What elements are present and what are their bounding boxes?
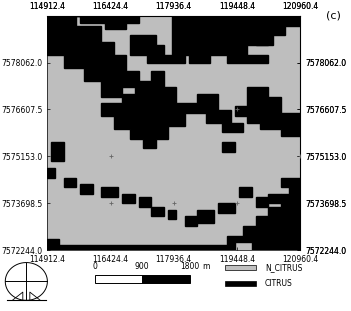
Bar (225, 281, 256, 286)
Polygon shape (122, 194, 135, 203)
Polygon shape (47, 26, 139, 97)
Polygon shape (223, 142, 235, 152)
Polygon shape (80, 184, 93, 194)
Text: (c): (c) (326, 11, 340, 21)
Polygon shape (47, 239, 59, 245)
Polygon shape (268, 194, 281, 203)
Text: 900: 900 (135, 262, 150, 272)
Polygon shape (256, 197, 268, 207)
Text: CITRUS: CITRUS (265, 279, 293, 288)
Polygon shape (226, 42, 243, 52)
Polygon shape (197, 210, 214, 223)
Polygon shape (235, 106, 252, 116)
Polygon shape (64, 16, 139, 29)
Polygon shape (47, 16, 76, 35)
Polygon shape (101, 71, 243, 148)
Text: 0: 0 (92, 262, 97, 272)
Bar (225, 265, 256, 270)
Polygon shape (239, 187, 252, 197)
Polygon shape (47, 178, 300, 250)
Polygon shape (139, 197, 164, 216)
Text: 1800: 1800 (180, 262, 199, 272)
Polygon shape (64, 178, 76, 187)
Polygon shape (247, 87, 300, 136)
Polygon shape (256, 35, 272, 45)
Polygon shape (51, 142, 64, 161)
Polygon shape (201, 35, 214, 42)
Polygon shape (80, 45, 97, 55)
Polygon shape (185, 216, 197, 226)
Bar (95, 275, 142, 283)
Polygon shape (168, 210, 177, 220)
Text: N_CITRUS: N_CITRUS (265, 263, 302, 272)
Text: m: m (202, 262, 209, 272)
Polygon shape (172, 16, 300, 63)
Bar (142, 275, 190, 283)
Polygon shape (101, 187, 118, 197)
Polygon shape (47, 168, 55, 178)
Polygon shape (131, 35, 185, 63)
Polygon shape (218, 203, 235, 213)
